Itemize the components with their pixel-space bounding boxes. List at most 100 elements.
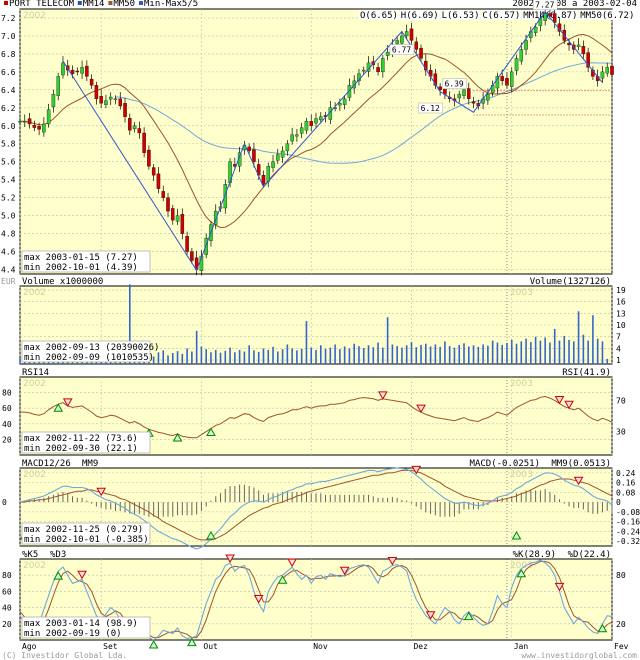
ohlc-value: C(6.57): [482, 11, 520, 21]
candle-body: [385, 51, 390, 56]
ohlc-bg: [440, 10, 481, 20]
candle-body: [505, 78, 509, 86]
candle-body: [495, 76, 500, 89]
candle-body: [261, 175, 266, 185]
macd-tick-label: 0.08: [616, 488, 635, 497]
price-tag: 6.12: [421, 104, 440, 113]
footer-copyright: (C) Investidor Global Lda.: [2, 651, 127, 660]
candle-body: [80, 67, 84, 74]
price-tag-box: [442, 78, 467, 89]
candle-body: [524, 40, 528, 50]
price-tag: 6.77: [392, 46, 411, 55]
candle-body: [600, 71, 605, 79]
candle-body: [409, 28, 414, 41]
candle-body: [605, 67, 609, 74]
price-year-watermark: 2002: [23, 11, 46, 21]
price-tick-label: 4.4: [1, 266, 16, 275]
rsi-signal-marker: [206, 427, 216, 436]
price-minmax-box: [21, 250, 151, 273]
candle-body: [467, 88, 471, 99]
stoch-d-value: %D(22.4): [568, 550, 611, 560]
macd-tick-label: -0.24: [616, 527, 640, 536]
rsi-right-tick: 70: [616, 396, 626, 405]
volume-tick-label: 4: [616, 344, 621, 353]
candle-body: [314, 118, 318, 124]
candle-body: [151, 167, 156, 176]
rsi-tick-label: 60: [2, 404, 12, 413]
macd-year-watermark: 2003: [510, 470, 533, 480]
rsi-signal-marker: [377, 391, 388, 400]
volume-minmax-box: [21, 340, 151, 363]
rsi-year-watermark: 2002: [23, 379, 46, 389]
stoch-d-line: [19, 560, 613, 639]
candle-body: [70, 69, 75, 74]
candle-body: [166, 197, 170, 212]
candle-body: [610, 65, 614, 75]
price-tick-label: 4.8: [1, 230, 16, 239]
macd-tick-label: 0.24: [616, 469, 635, 478]
candle-body: [514, 58, 519, 71]
candle-body: [457, 94, 461, 99]
stoch-signal-marker: [516, 568, 527, 578]
macd-max-label: max 2002-11-25 (0.279): [24, 525, 143, 535]
macd-title: MACD12/26: [22, 459, 71, 469]
candle-body: [247, 146, 251, 152]
price-tick-label: 5.4: [1, 176, 16, 185]
volume-tick-label: 16: [616, 298, 626, 307]
rsi-line: [20, 395, 613, 439]
candle-body: [581, 46, 586, 55]
candle-body: [137, 128, 142, 134]
period-label: 2002-08-08 a 2003-02-04: [512, 0, 637, 9]
candle-body: [280, 150, 285, 158]
stoch-signal-marker: [287, 558, 297, 568]
macd-signal-value: MM9(0.0513): [551, 459, 611, 469]
candle-body: [395, 40, 399, 44]
macd-minmax-box: [21, 522, 151, 545]
candle-body: [271, 161, 275, 168]
mm50-line: [115, 62, 613, 164]
candle-body: [252, 149, 256, 162]
stoch-signal-marker: [554, 582, 565, 592]
candle-body: [56, 76, 60, 96]
volume-title: Volume x1000000: [22, 277, 103, 287]
candle-body: [118, 98, 123, 107]
candle-body: [419, 47, 423, 59]
ohlc-bg: [481, 10, 522, 20]
candle-body: [85, 65, 89, 77]
candle-body: [552, 13, 557, 23]
candle-body: [94, 85, 99, 99]
volume-tick-label: 7: [616, 333, 621, 342]
legend-entry: Min-Max5/5: [144, 0, 198, 9]
candle-body: [486, 94, 490, 101]
legend-entry: PORT TELECOM: [9, 0, 75, 9]
candle-body: [51, 94, 56, 108]
macd-tick-label: -0.16: [616, 518, 640, 527]
ohlc-value: O(6.65): [360, 11, 398, 21]
candle-body: [132, 125, 137, 130]
legend-swatch: [4, 1, 8, 5]
volume-tick-label: 19: [616, 286, 626, 295]
month-label: Nov: [313, 642, 328, 651]
ohlc-bg: [579, 10, 636, 20]
candle-body: [304, 121, 309, 131]
candle-body: [376, 67, 380, 73]
candle-body: [414, 41, 419, 50]
legend-swatch: [77, 1, 82, 5]
macd-tick-label: -0.08: [616, 508, 640, 517]
candle-body: [295, 134, 299, 137]
candle-body: [462, 89, 466, 96]
stoch-tick-label: 40: [2, 604, 12, 613]
candle-body: [319, 116, 323, 121]
legend-entry: MM14: [83, 0, 105, 9]
price-tick-label: 7.0: [1, 32, 16, 41]
stoch-signal-marker: [425, 611, 436, 620]
ohlc-bg: [399, 10, 440, 20]
macd-signal-marker: [206, 530, 216, 540]
stoch-signal-marker: [339, 566, 350, 576]
price-year-watermark: 2003: [510, 11, 533, 21]
candle-body: [75, 70, 80, 73]
macd-year-watermark: 2002: [23, 470, 46, 480]
candle-body: [199, 255, 204, 272]
